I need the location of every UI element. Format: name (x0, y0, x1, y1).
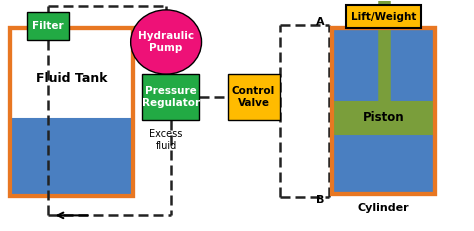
Bar (331, 28, 436, 194)
Text: Pressure
Regulator: Pressure Regulator (142, 86, 200, 108)
Bar (143, 74, 199, 120)
Text: Lift/Weight: Lift/Weight (351, 12, 416, 22)
Text: Excess
fluid: Excess fluid (149, 129, 183, 151)
Bar (346, 5, 421, 28)
Text: Cylinder: Cylinder (358, 204, 410, 213)
Text: Control
Valve: Control Valve (232, 86, 275, 108)
Text: A: A (316, 17, 324, 27)
Bar (27, 12, 69, 40)
Bar (12, 119, 131, 195)
Text: B: B (316, 195, 324, 205)
Text: Piston: Piston (363, 111, 404, 124)
Bar (228, 74, 280, 120)
Ellipse shape (131, 10, 201, 74)
Text: Hydraulic
Pump: Hydraulic Pump (138, 31, 194, 53)
Bar (10, 28, 133, 196)
Bar (10, 28, 133, 196)
Bar (331, 28, 436, 194)
Text: Filter: Filter (32, 21, 64, 31)
Bar (331, 102, 436, 134)
Text: Fluid Tank: Fluid Tank (36, 72, 107, 85)
